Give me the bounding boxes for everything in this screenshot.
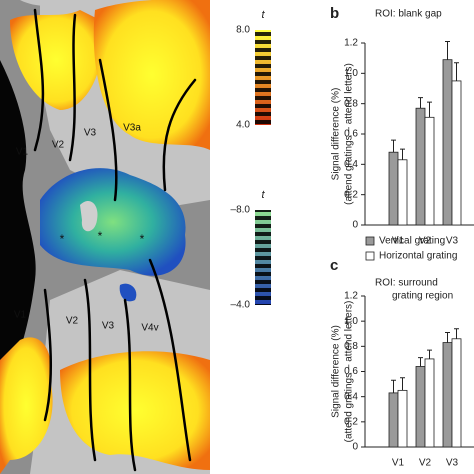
y-tick-label: 0.8 (344, 98, 358, 109)
bar (415, 107, 426, 226)
error-bar (427, 349, 432, 359)
error-bar (391, 379, 396, 393)
y-tick-label: 1.0 (344, 316, 358, 327)
bar (415, 366, 426, 448)
error-bar (418, 97, 423, 109)
y-tick-label: 0.4 (344, 159, 358, 170)
colorbar-bottom: –4.0 (231, 300, 251, 311)
brain-map (0, 0, 210, 474)
y-tick-label: 0.6 (344, 366, 358, 377)
y-tick-label: 0.8 (344, 341, 358, 352)
bar (388, 392, 399, 448)
y-axis-label: (attend gratings – attend letters) (344, 301, 355, 443)
bar (397, 159, 408, 226)
asterisk: * (140, 232, 145, 246)
area-label: V3a (123, 123, 141, 134)
colorbars (255, 30, 271, 305)
y-axis-label: Signal difference (%) (331, 88, 342, 181)
x-tick-label: V1 (392, 458, 405, 469)
colorbar-top: –8.0 (231, 205, 251, 216)
legend-swatch (365, 251, 375, 261)
y-tick-label: 1.0 (344, 68, 358, 79)
x-tick-label: V2 (419, 236, 432, 247)
y-tick-label: 1.2 (344, 38, 358, 49)
area-label: V3 (102, 321, 115, 332)
bar (388, 151, 399, 226)
y-tick-label: 0 (352, 442, 358, 453)
y-tick-label: 0.6 (344, 129, 358, 140)
area-label: V2 (66, 316, 79, 327)
panel-letter: b (330, 5, 339, 22)
y-axis-label: Signal difference (%) (331, 325, 342, 418)
area-label: V2 (52, 140, 65, 151)
legend-swatch (365, 236, 375, 246)
panel-letter: c (330, 257, 338, 274)
asterisk: * (98, 229, 103, 243)
error-bar (427, 101, 432, 118)
bar (442, 342, 453, 448)
y-tick-label: 0.4 (344, 391, 358, 402)
bar (451, 80, 462, 226)
legend-label: Horizontal grating (379, 251, 457, 262)
error-bar (454, 328, 459, 339)
asterisk: * (60, 232, 65, 246)
chart-title: ROI: surround (375, 278, 438, 289)
error-bar (445, 331, 450, 343)
colorbar-top: 8.0 (236, 25, 250, 36)
y-axis-label: (attend gratings – attend letters) (344, 63, 355, 205)
colorbar-symbol: t (261, 9, 265, 21)
area-label: V3 (84, 128, 97, 139)
x-tick-label: V1 (392, 236, 405, 247)
error-bar (454, 62, 459, 81)
y-tick-label: 0.2 (344, 189, 358, 200)
x-tick-label: V2 (419, 458, 432, 469)
error-bar (400, 148, 405, 160)
colorbar-bottom: 4.0 (236, 120, 250, 131)
bar (424, 358, 435, 448)
y-tick-label: 0.2 (344, 416, 358, 427)
x-tick-label: V3 (446, 458, 459, 469)
area-label: V1 (14, 310, 27, 321)
error-bar (400, 377, 405, 391)
y-tick-label: 1.2 (344, 291, 358, 302)
legend-label: Vertical grating (379, 236, 445, 247)
error-bar (391, 139, 396, 153)
error-bar (445, 40, 450, 60)
bar (397, 389, 408, 448)
chart-subtitle: grating region (392, 291, 453, 302)
area-label: V1 (16, 147, 29, 158)
bar (451, 338, 462, 448)
bar (424, 116, 435, 226)
area-label: V4v (141, 323, 158, 334)
error-bar (418, 357, 423, 367)
x-tick-label: V3 (446, 236, 459, 247)
y-tick-label: 0 (352, 220, 358, 231)
colorbar-symbol: t (261, 189, 265, 201)
chart-title: ROI: blank gap (375, 9, 442, 20)
bar (442, 59, 453, 226)
